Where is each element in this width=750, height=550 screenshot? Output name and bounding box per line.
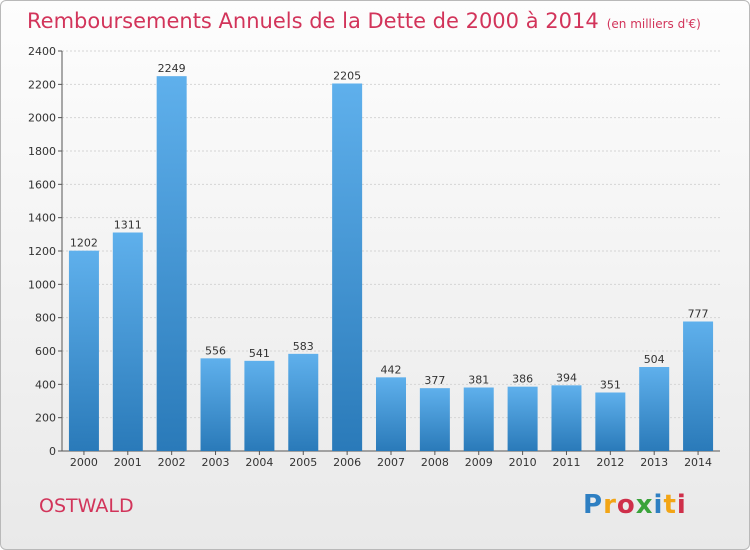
bar-value-label: 1202 <box>70 237 98 250</box>
bar-value-label: 2249 <box>158 62 186 75</box>
x-tick-label: 2010 <box>509 456 537 469</box>
bar <box>551 385 582 451</box>
bar <box>244 360 275 451</box>
bar <box>683 321 714 451</box>
bar <box>639 367 670 451</box>
bar-value-label: 377 <box>424 374 445 387</box>
bar-value-label: 381 <box>468 374 489 387</box>
bar-value-label: 351 <box>600 379 621 392</box>
y-tick-label: 800 <box>35 312 56 325</box>
bar-value-label: 386 <box>512 373 533 386</box>
y-tick-label: 1600 <box>28 178 56 191</box>
x-tick-label: 2013 <box>640 456 668 469</box>
bar <box>419 388 450 451</box>
bar <box>507 386 538 451</box>
y-tick-label: 1200 <box>28 245 56 258</box>
y-tick-label: 200 <box>35 412 56 425</box>
y-tick-label: 600 <box>35 345 56 358</box>
bar-value-label: 1311 <box>114 219 142 232</box>
x-tick-label: 2007 <box>377 456 405 469</box>
bar <box>376 377 406 451</box>
bar-value-label: 777 <box>688 308 709 321</box>
y-tick-label: 2000 <box>28 112 56 125</box>
y-tick-label: 1800 <box>28 145 56 158</box>
y-tick-label: 1400 <box>28 212 56 225</box>
bar <box>68 250 99 451</box>
bar <box>156 76 187 452</box>
bar <box>112 232 143 451</box>
bar <box>595 392 626 451</box>
x-tick-label: 2011 <box>552 456 580 469</box>
y-tick-label: 2200 <box>28 78 56 91</box>
bar-value-label: 556 <box>205 344 226 357</box>
bar <box>463 387 494 451</box>
x-tick-label: 2008 <box>421 456 449 469</box>
bar <box>332 83 363 451</box>
x-tick-label: 2014 <box>684 456 712 469</box>
bar-value-label: 442 <box>381 363 402 376</box>
x-tick-label: 2001 <box>114 456 142 469</box>
bar-value-label: 394 <box>556 371 577 384</box>
bar-value-label: 583 <box>293 340 314 353</box>
x-tick-label: 2004 <box>245 456 273 469</box>
proxiti-logo: Proxiti <box>583 490 687 520</box>
x-tick-label: 2003 <box>202 456 230 469</box>
y-tick-label: 400 <box>35 378 56 391</box>
x-tick-label: 2002 <box>158 456 186 469</box>
commune-name: OSTWALD <box>39 495 134 517</box>
bar-value-label: 504 <box>644 353 665 366</box>
bar-value-label: 541 <box>249 347 270 360</box>
x-tick-label: 2000 <box>70 456 98 469</box>
y-tick-label: 1000 <box>28 278 56 291</box>
x-tick-label: 2006 <box>333 456 361 469</box>
x-tick-label: 2009 <box>465 456 493 469</box>
bar-value-label: 2205 <box>333 70 361 83</box>
chart-title: Remboursements Annuels de la Dette de 20… <box>27 9 701 33</box>
chart-title-text: Remboursements Annuels de la Dette de 20… <box>27 9 599 33</box>
bar <box>288 353 319 451</box>
bar <box>200 358 231 451</box>
x-tick-label: 2012 <box>596 456 624 469</box>
y-tick-label: 2400 <box>28 45 56 58</box>
y-tick-label: 0 <box>49 445 56 458</box>
x-tick-label: 2005 <box>289 456 317 469</box>
chart-unit: (en milliers d'€) <box>606 17 701 31</box>
